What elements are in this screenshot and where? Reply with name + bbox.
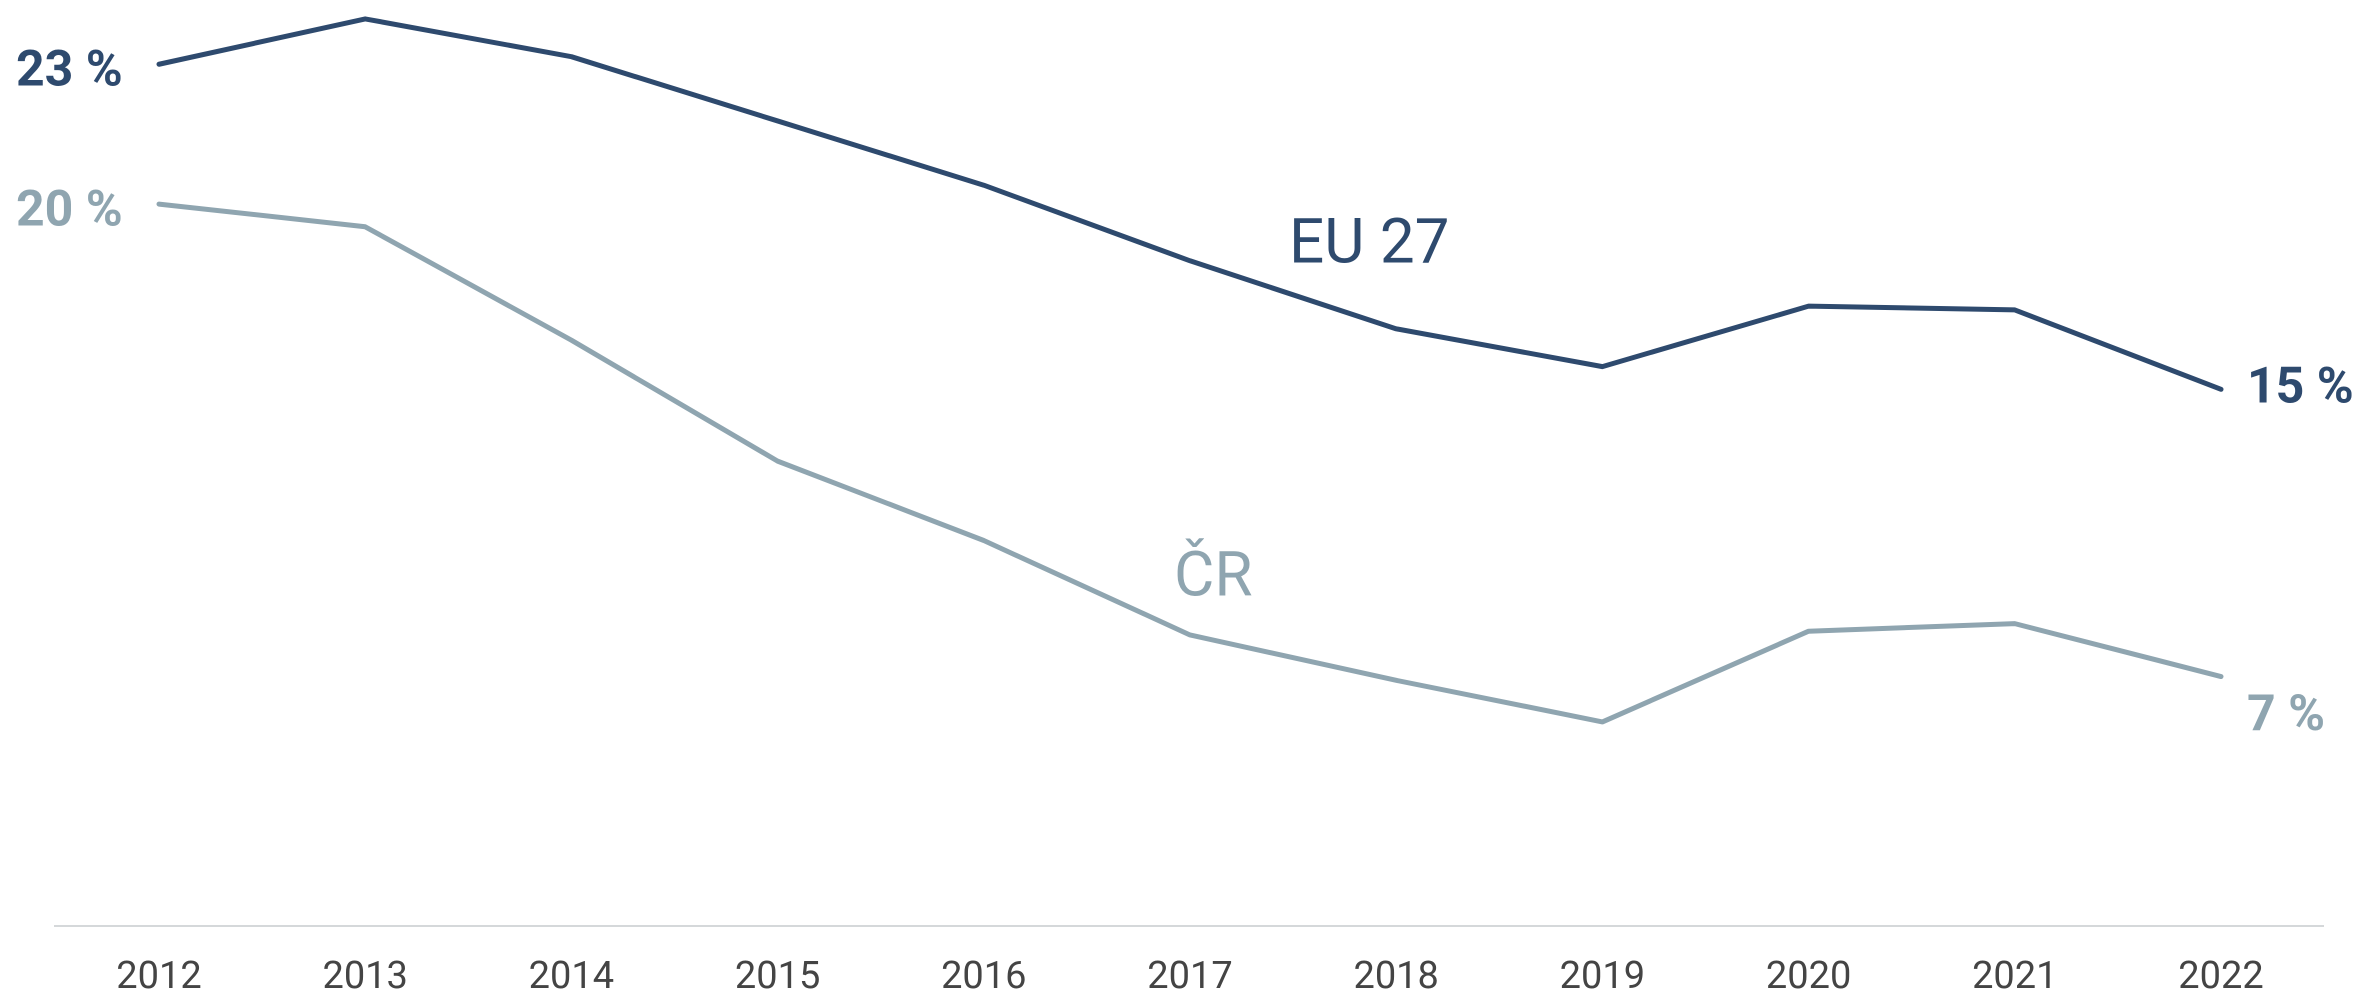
- x-tick-label: 2014: [529, 954, 614, 996]
- x-tick-label: 2015: [735, 954, 820, 996]
- x-tick-label: 2021: [1972, 954, 2057, 996]
- value-label: 23 %: [16, 40, 123, 98]
- series-line: [156, 201, 2224, 725]
- x-tick-label: 2022: [2178, 954, 2263, 996]
- x-tick-label: 2012: [116, 954, 201, 996]
- series-line: [156, 16, 2224, 392]
- x-tick-label: 2016: [941, 954, 1026, 996]
- x-tick-label: 2013: [322, 954, 407, 996]
- x-tick-label: 2018: [1353, 954, 1438, 996]
- value-label: 20 %: [16, 180, 123, 238]
- value-label: 15 %: [2247, 358, 2354, 416]
- value-label: 7 %: [2247, 685, 2325, 743]
- x-tick-label: 2020: [1766, 954, 1851, 996]
- x-tick-label: 2017: [1147, 954, 1232, 996]
- series-label: EU 27: [1289, 205, 1450, 278]
- x-tick-label: 2019: [1560, 954, 1645, 996]
- series-label: ČR: [1174, 538, 1253, 611]
